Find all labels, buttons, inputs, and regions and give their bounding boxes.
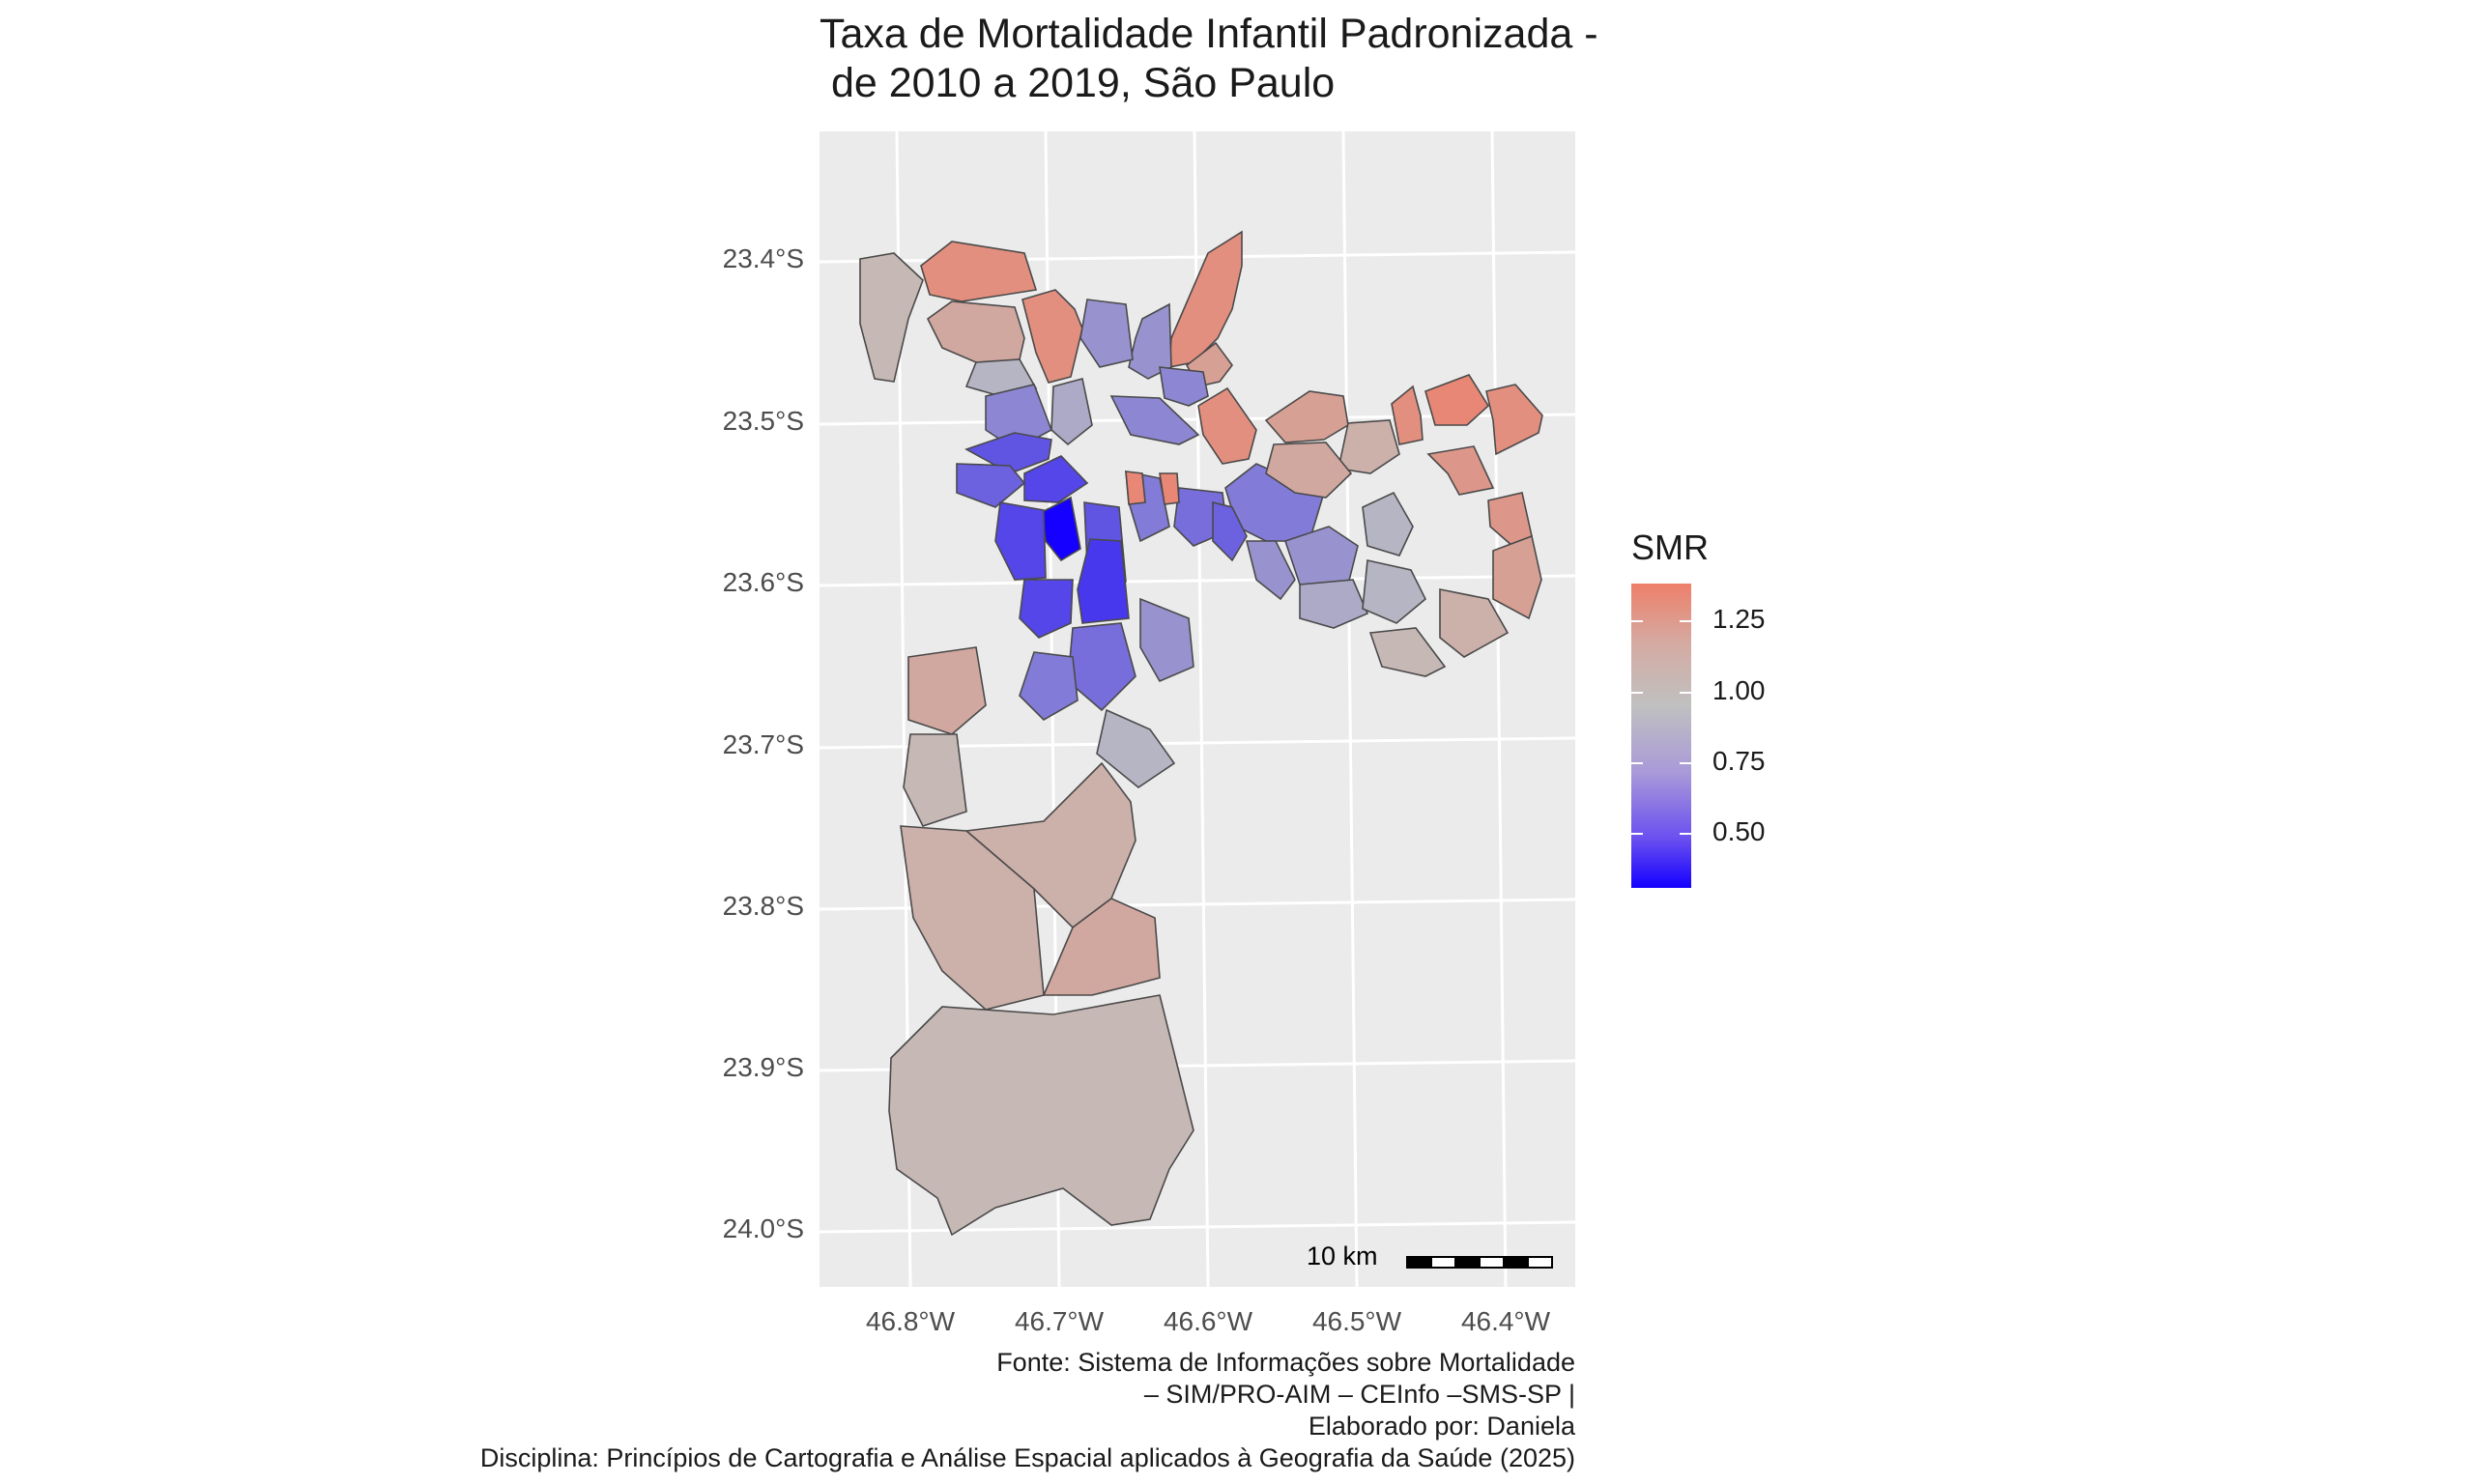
legend-title: SMR xyxy=(1631,528,1709,567)
district-polygon xyxy=(1424,374,1490,426)
scale-bar-segment xyxy=(1406,1256,1432,1269)
district-polygon xyxy=(1362,559,1426,624)
district-polygons xyxy=(859,230,1543,1237)
latitude-gridline xyxy=(819,1220,1576,1234)
district-polygon xyxy=(1212,500,1248,562)
caption-line: Disciplina: Princípios de Cartografia e … xyxy=(479,1443,1575,1472)
district-polygon xyxy=(1264,390,1349,443)
legend-tick xyxy=(1631,762,1691,764)
legend-label: 0.75 xyxy=(1712,746,1766,776)
district-polygon xyxy=(903,733,967,827)
district-polygon xyxy=(1391,385,1424,445)
district-polygon xyxy=(1077,538,1130,624)
district-polygon xyxy=(1079,299,1134,368)
district-polygon xyxy=(1041,496,1081,562)
district-polygon xyxy=(1067,622,1136,712)
district-polygon xyxy=(1368,627,1447,677)
district-polygon xyxy=(1109,395,1200,445)
x-tick-label: 46.4°W xyxy=(1460,1306,1551,1336)
district-polygon xyxy=(964,432,1052,474)
title-line-2: de 2010 a 2019, São Paulo xyxy=(820,60,1336,106)
district-polygon xyxy=(1021,289,1083,384)
district-polygon xyxy=(920,241,1038,302)
caption-line: – SIM/PRO-AIM – CEInfo –SMS-SP | xyxy=(1143,1380,1575,1409)
legend-label: 1.00 xyxy=(1712,675,1766,705)
scale-bar-segment xyxy=(1527,1256,1553,1269)
x-tick-label: 46.5°W xyxy=(1311,1306,1402,1336)
district-polygon xyxy=(1159,366,1209,407)
district-polygon xyxy=(907,646,987,735)
x-tick-label: 46.7°W xyxy=(1014,1306,1105,1336)
district-polygon xyxy=(1485,384,1543,456)
district-polygon xyxy=(1050,378,1093,446)
district-polygon xyxy=(1139,597,1194,683)
district-polygon xyxy=(1265,442,1353,499)
caption-line: Fonte: Sistema de Informações sobre Mort… xyxy=(996,1348,1575,1377)
y-tick-label: 23.8°S xyxy=(722,891,804,921)
district-polygon xyxy=(1168,230,1243,368)
latitude-gridline xyxy=(819,574,1576,587)
map-title: Taxa de Mortalidade Infantil Padronizada… xyxy=(820,10,1598,108)
y-tick-label: 23.7°S xyxy=(722,729,804,759)
district-polygon xyxy=(994,501,1047,581)
district-polygon xyxy=(1439,588,1510,658)
x-tick-label: 46.6°W xyxy=(1163,1306,1253,1336)
district-polygon xyxy=(1197,386,1257,465)
legend-tick xyxy=(1631,833,1691,835)
y-tick-label: 23.5°S xyxy=(722,406,804,436)
district-polygon xyxy=(1125,471,1146,505)
title-line-1: Taxa de Mortalidade Infantil Padronizada… xyxy=(820,11,1598,57)
scale-bar xyxy=(1406,1256,1553,1269)
district-polygon xyxy=(1338,419,1400,474)
district-polygon xyxy=(1023,455,1089,503)
y-tick-label: 23.6°S xyxy=(722,567,804,597)
district-polygon xyxy=(1426,445,1495,496)
district-polygon xyxy=(1019,651,1079,721)
district-polygon xyxy=(1019,579,1074,639)
district-polygon xyxy=(1042,898,1161,996)
legend-label: 1.25 xyxy=(1712,604,1766,634)
legend-tick xyxy=(1631,620,1691,622)
district-polygon xyxy=(956,463,1026,508)
longitude-gridline xyxy=(1341,130,1359,1288)
district-polygon xyxy=(1299,579,1369,629)
district-polygon xyxy=(964,761,1136,929)
district-polygon xyxy=(1159,472,1180,505)
district-polygon xyxy=(1128,302,1172,380)
legend-colorbar xyxy=(1631,584,1691,888)
x-tick-label: 46.8°W xyxy=(865,1306,956,1336)
scale-bar-segment xyxy=(1454,1256,1481,1269)
district-polygon xyxy=(859,252,924,383)
district-polygon xyxy=(900,825,1045,1011)
y-tick-label: 24.0°S xyxy=(722,1213,804,1243)
y-tick-label: 23.4°S xyxy=(722,243,804,273)
legend-label: 0.50 xyxy=(1712,816,1766,846)
district-polygon xyxy=(1283,526,1359,585)
y-tick-label: 23.9°S xyxy=(722,1052,804,1082)
scale-bar-segment xyxy=(1479,1256,1505,1269)
caption: Fonte: Sistema de Informações sobre Mort… xyxy=(480,1347,1575,1474)
legend-tick xyxy=(1631,692,1691,694)
district-polygon xyxy=(1362,491,1414,556)
scale-bar-label: 10 km xyxy=(1307,1241,1378,1270)
scale-bar-segment xyxy=(1503,1256,1529,1269)
caption-line: Elaborado por: Daniela xyxy=(1308,1412,1575,1441)
longitude-gridline xyxy=(1490,130,1508,1288)
district-polygon xyxy=(1096,708,1176,788)
district-polygon xyxy=(888,994,1194,1237)
district-polygon xyxy=(1245,540,1296,601)
district-polygon xyxy=(1492,534,1542,620)
scale-bar-segment xyxy=(1430,1256,1456,1269)
